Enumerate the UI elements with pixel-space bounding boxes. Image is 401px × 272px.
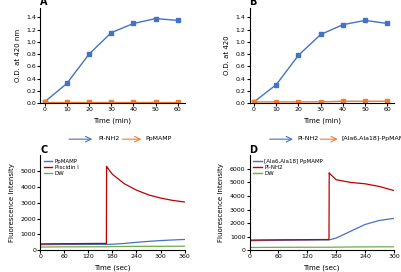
Text: C: C xyxy=(40,144,47,154)
Legend: PpMAMP, Piscidin I, DW: PpMAMP, Piscidin I, DW xyxy=(43,158,79,178)
X-axis label: Time (min): Time (min) xyxy=(93,118,131,124)
Text: [Ala6,Ala18]-PpMAMP: [Ala6,Ala18]-PpMAMP xyxy=(341,136,401,141)
Text: PI-NH2: PI-NH2 xyxy=(98,136,119,141)
Text: D: D xyxy=(249,144,257,154)
Text: PpMAMP: PpMAMP xyxy=(145,136,172,141)
X-axis label: Time (sec): Time (sec) xyxy=(303,265,339,271)
Y-axis label: O.D. at 420: O.D. at 420 xyxy=(223,36,229,75)
Y-axis label: Fluorescence Intensity: Fluorescence Intensity xyxy=(9,163,15,242)
Y-axis label: Fluorescence Intensity: Fluorescence Intensity xyxy=(218,163,224,242)
X-axis label: Time (min): Time (min) xyxy=(302,118,340,124)
X-axis label: Time (sec): Time (sec) xyxy=(94,265,130,271)
Legend: [Ala6,Ala18] PpMAMP, PI-NH2, DW: [Ala6,Ala18] PpMAMP, PI-NH2, DW xyxy=(252,158,323,178)
Text: PI-NH2: PI-NH2 xyxy=(296,136,318,141)
Y-axis label: O.D. at 420 nm: O.D. at 420 nm xyxy=(14,29,20,82)
Text: A: A xyxy=(40,0,48,7)
Text: B: B xyxy=(249,0,256,7)
